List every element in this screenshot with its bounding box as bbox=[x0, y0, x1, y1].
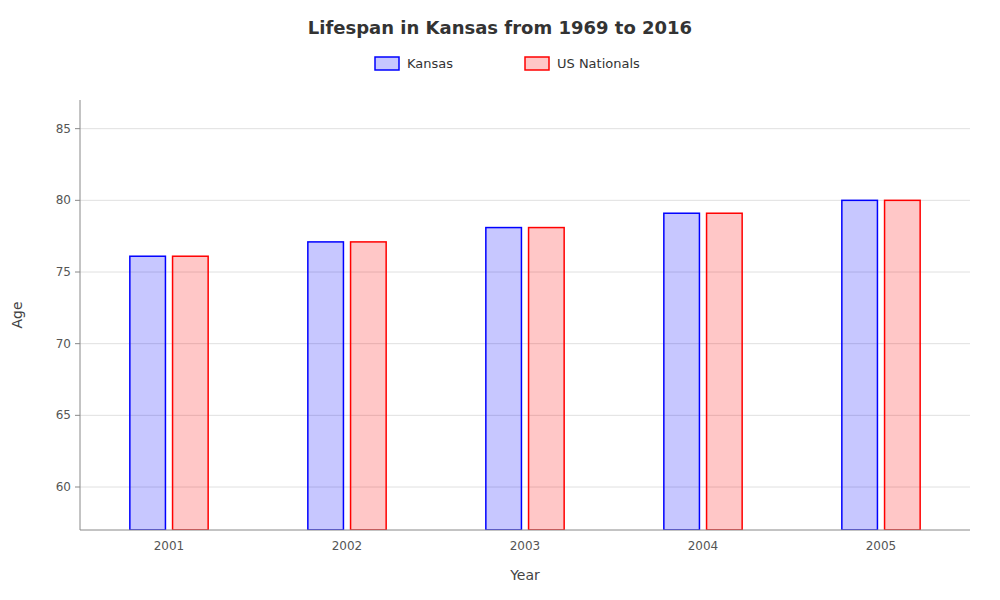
y-axis-label: Age bbox=[9, 301, 25, 328]
title: Lifespan in Kansas from 1969 to 2016 bbox=[308, 17, 692, 38]
bar bbox=[529, 228, 565, 530]
x-axis-label: Year bbox=[509, 567, 540, 583]
y-tick-label: 65 bbox=[56, 408, 71, 422]
legend-label: Kansas bbox=[407, 56, 453, 71]
bar bbox=[885, 200, 921, 530]
legend-swatch bbox=[525, 57, 549, 70]
grid-line bbox=[80, 272, 970, 273]
legend-label: US Nationals bbox=[557, 56, 640, 71]
x-tick-label: 2004 bbox=[688, 539, 719, 553]
legend-swatch bbox=[375, 57, 399, 70]
bar bbox=[486, 228, 522, 530]
grid-line bbox=[80, 487, 970, 488]
y-tick-label: 75 bbox=[56, 265, 71, 279]
x-tick-label: 2002 bbox=[332, 539, 363, 553]
y-tick-label: 70 bbox=[56, 337, 71, 351]
grid-line bbox=[80, 200, 970, 201]
grid-line bbox=[80, 343, 970, 344]
y-tick bbox=[75, 343, 80, 344]
y-tick bbox=[75, 128, 80, 129]
bar bbox=[308, 242, 344, 530]
chart: 60 65 70 75 80 85 2001 2002 2003 2004 2005 Year Age L… bbox=[0, 0, 1000, 600]
grid-line bbox=[80, 415, 970, 416]
grid bbox=[80, 129, 970, 487]
y-tick bbox=[75, 200, 80, 201]
bars bbox=[130, 200, 920, 530]
grid-line bbox=[80, 128, 970, 129]
y-tick bbox=[75, 487, 80, 488]
x-tick-label: 2003 bbox=[510, 539, 541, 553]
bar bbox=[664, 213, 700, 530]
y-axis-line bbox=[80, 100, 81, 530]
y-tick bbox=[75, 415, 80, 416]
x-tick-label: 2001 bbox=[154, 539, 185, 553]
y-tick-label: 60 bbox=[56, 480, 71, 494]
x-tick-label: 2005 bbox=[866, 539, 897, 553]
bar bbox=[842, 200, 878, 530]
legend: Kansas US Nationals bbox=[375, 56, 640, 71]
y-tick bbox=[75, 272, 80, 273]
y-tick-label: 80 bbox=[56, 193, 71, 207]
bar bbox=[351, 242, 387, 530]
bar bbox=[173, 256, 209, 530]
y-tick-label: 85 bbox=[56, 122, 71, 136]
x-axis-line bbox=[80, 530, 970, 531]
bar bbox=[707, 213, 743, 530]
bar bbox=[130, 256, 166, 530]
